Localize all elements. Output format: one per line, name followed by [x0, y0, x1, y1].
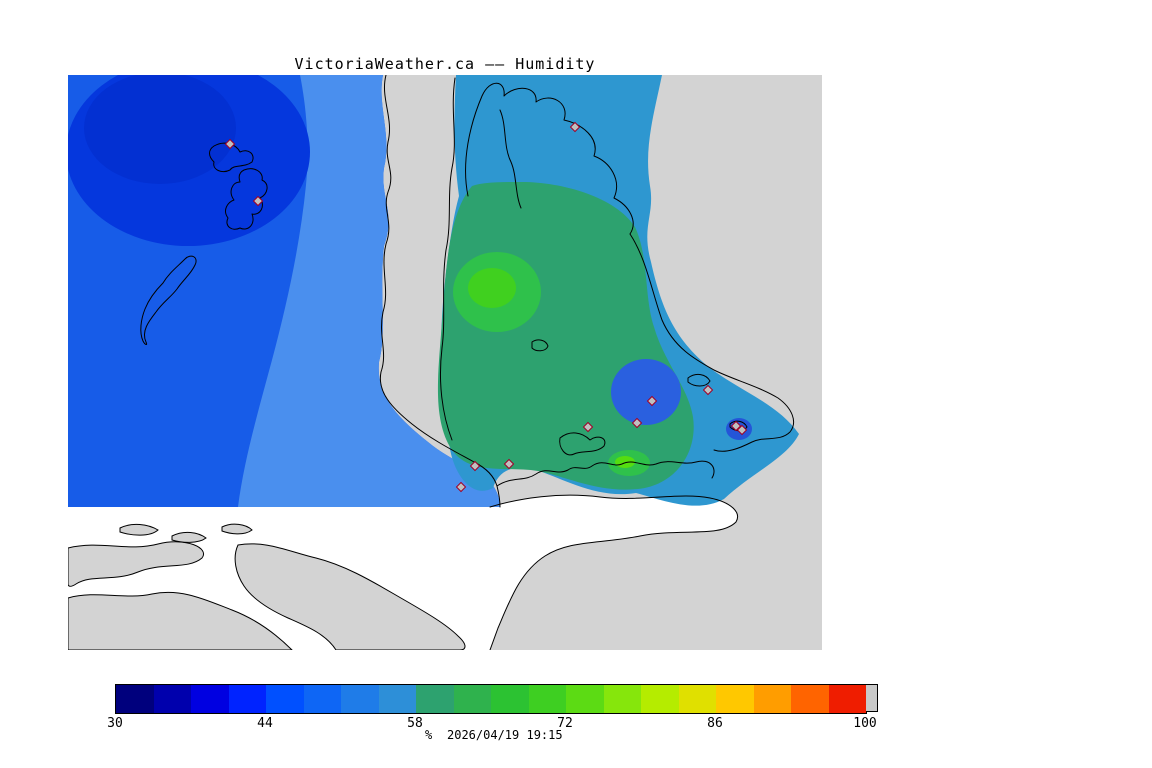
colorbar-segment — [303, 685, 341, 713]
colorbar-segment — [566, 685, 604, 713]
station-marker — [582, 421, 594, 433]
colorbar-segment — [266, 685, 304, 713]
map-title: VictoriaWeather.ca —— Humidity — [294, 55, 596, 73]
station-marker — [469, 460, 481, 472]
colorbar-segment — [228, 685, 266, 713]
colorbar-segment — [828, 685, 866, 713]
colorbar-tick-label: 30 — [107, 716, 123, 731]
land-shape — [68, 541, 205, 587]
station-marker — [569, 121, 581, 133]
land-island — [119, 523, 159, 536]
colorbar-segment — [603, 685, 641, 713]
colorbar-segment — [678, 685, 716, 713]
colorbar-tick-label: 86 — [707, 716, 723, 731]
colorbar-segment — [753, 685, 791, 713]
coastline-south — [496, 460, 715, 487]
station-marker — [736, 424, 748, 436]
coastline-peninsula — [465, 82, 634, 235]
colorbar — [115, 684, 867, 714]
land-shape — [68, 591, 293, 650]
colorbar-segment — [191, 685, 229, 713]
colorbar-segment — [491, 685, 529, 713]
colorbar-segment — [116, 685, 154, 713]
coastline-bottom-right — [489, 494, 738, 650]
colorbar-unit-label: % — [425, 728, 433, 742]
humidity-cell-dark-blue-core — [84, 75, 236, 184]
humidity-cell-green-core — [468, 268, 516, 308]
station-marker — [730, 420, 742, 432]
station-marker — [252, 195, 264, 207]
colorbar-segment — [453, 685, 491, 713]
coastline-lake — [531, 339, 549, 352]
colorbar-segment — [641, 685, 679, 713]
coastline-west — [379, 75, 501, 508]
coastline-island — [687, 373, 711, 387]
colorbar-overflow-cap — [866, 684, 878, 712]
no-data-land-group — [68, 523, 466, 650]
colorbar-segment — [341, 685, 379, 713]
station-marker — [702, 384, 714, 396]
colorbar-segment — [378, 685, 416, 713]
colorbar-tick-label: 100 — [853, 716, 877, 731]
coastline-inner-channel — [499, 109, 522, 209]
coastline-island — [140, 255, 197, 345]
humidity-cell-blue-spot — [611, 359, 681, 425]
station-marker — [224, 138, 236, 150]
land-island — [221, 523, 253, 535]
timestamp-label: 2026/04/19 19:15 — [447, 728, 563, 742]
humidity-field-light-blue-band — [238, 75, 500, 507]
colorbar-segment — [153, 685, 191, 713]
colorbar-segment — [791, 685, 829, 713]
station-marker — [631, 417, 643, 429]
colorbar-segment — [416, 685, 454, 713]
land-island — [171, 531, 207, 543]
station-marker — [455, 481, 467, 493]
colorbar-tick-label: 44 — [257, 716, 273, 731]
coastline-island — [209, 142, 254, 173]
coastline-northeast — [629, 233, 794, 452]
colorbar-tick-label: 72 — [557, 716, 573, 731]
colorbar-tick-label: 58 — [407, 716, 423, 731]
colorbar-segment — [528, 685, 566, 713]
colorbar-segment — [716, 685, 754, 713]
land-shape — [234, 543, 466, 650]
station-marker — [503, 458, 515, 470]
coastline-group — [140, 75, 794, 650]
coastline-inlet — [440, 77, 456, 441]
coastline-harbour — [559, 432, 606, 456]
coastline-island — [225, 168, 268, 230]
station-marker — [646, 395, 658, 407]
station-markers-group — [224, 121, 748, 493]
